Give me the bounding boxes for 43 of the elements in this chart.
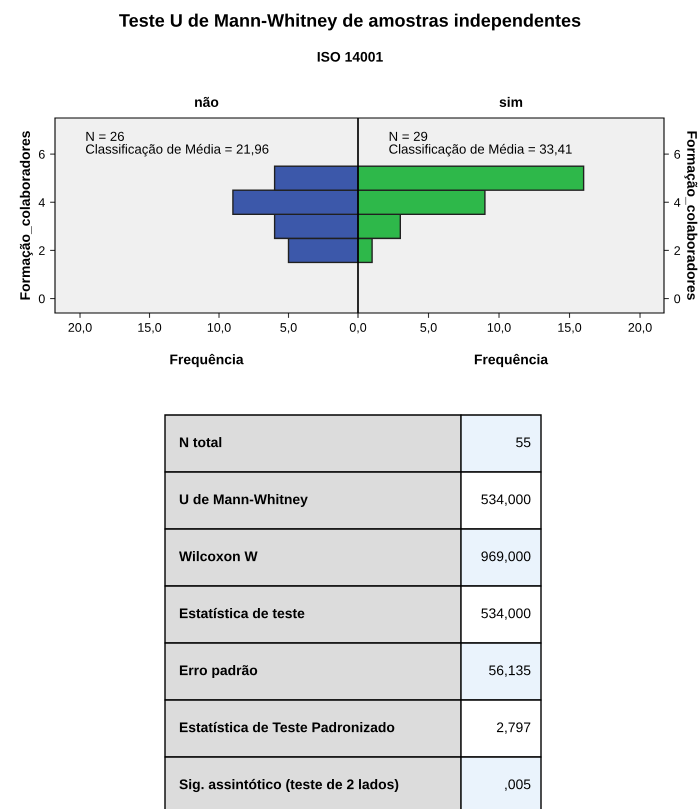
y-tick-label: 4: [674, 198, 680, 207]
text: Sig. assintótico (teste de 2 lados): [179, 778, 398, 792]
annotation: Classificação de Média = 33,41: [389, 144, 572, 156]
y-tick-label: 4: [38, 198, 45, 207]
x-tick-label: 20,0: [68, 323, 92, 334]
text: 56,135: [489, 665, 530, 677]
text: Estatística de teste: [180, 608, 304, 618]
x-tick-label: 0,0: [350, 323, 366, 334]
x-axis-title: Frequência: [474, 354, 548, 368]
y-tick-label: 2: [38, 246, 45, 255]
y-tick-label: 6: [674, 150, 680, 159]
annotation: Classificação de Média = 21,96: [86, 144, 268, 156]
text: U de Mann-Whitney: [180, 494, 308, 507]
x-tick-label: 5,0: [280, 323, 297, 334]
annotation: N = 29: [390, 132, 428, 142]
x-axis-title: Frequência: [170, 354, 244, 368]
x-tick-label: 5,0: [420, 323, 437, 334]
text: 534,000: [481, 494, 530, 506]
text: 969,000: [481, 551, 530, 563]
text: 534,000: [481, 608, 530, 620]
x-tick-label: 15,0: [558, 323, 582, 334]
annotation: N = 26: [86, 132, 124, 142]
text: Teste U de Mann-Whitney de amostras independentes: [119, 14, 580, 30]
x-tick-label: 10,0: [208, 323, 231, 334]
y-axis-title: Formação_colaboradores: [684, 132, 698, 300]
y-tick-label: 6: [38, 150, 45, 159]
chart-title: sim: [500, 96, 522, 108]
text: Erro padrão: [180, 665, 258, 678]
text: Wilcoxon W: [179, 551, 258, 562]
text: ,005: [505, 779, 530, 791]
y-tick-label: 0: [38, 294, 45, 304]
x-tick-label: 20,0: [628, 323, 652, 334]
x-tick-label: 15,0: [138, 323, 162, 334]
text: 55: [516, 438, 530, 448]
y-axis-title: Formação_colaboradores: [20, 131, 33, 300]
text: N total: [180, 437, 222, 448]
chart-title: não: [195, 96, 218, 108]
text: ISO 14001: [318, 52, 383, 62]
text: 2,797: [496, 722, 530, 734]
y-tick-label: 2: [674, 246, 680, 255]
y-tick-label: 0: [674, 294, 680, 304]
text: Estatística de Teste Padronizado: [180, 722, 394, 732]
x-tick-label: 10,0: [488, 323, 511, 334]
